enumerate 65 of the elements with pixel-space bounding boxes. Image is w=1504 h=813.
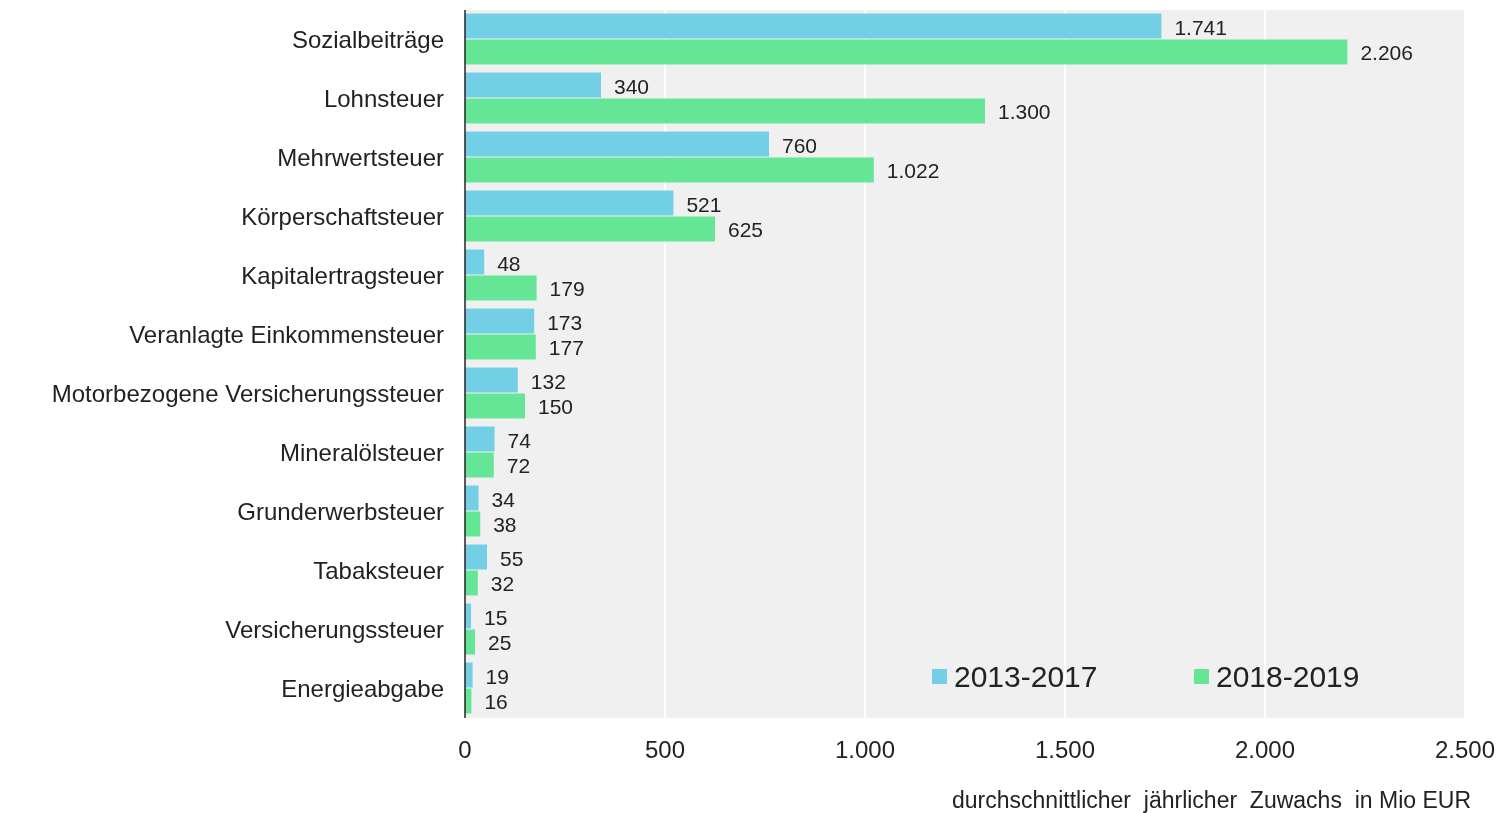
data-label: 760 [782, 133, 818, 157]
y-tick-label: Tabaksteuer [313, 556, 444, 584]
data-label: 177 [548, 336, 584, 360]
bar [465, 544, 487, 570]
data-label: 173 [547, 310, 583, 334]
data-label: 74 [507, 428, 532, 452]
bar [465, 334, 536, 360]
bar [465, 426, 495, 452]
y-tick-label: Veranlagte Einkommensteuer [129, 320, 444, 348]
y-tick-label: Energieabgabe [281, 674, 444, 702]
legend-label: 2013-2017 [954, 660, 1098, 693]
y-tick-label: Motorbezogene Versicherungssteuer [51, 379, 444, 407]
data-label: 1.022 [886, 159, 940, 183]
bar [465, 131, 769, 157]
bar [465, 485, 479, 511]
bar [465, 275, 537, 301]
data-label: 1.300 [998, 100, 1051, 124]
data-label: 340 [614, 74, 650, 98]
bar [465, 393, 525, 419]
x-tick-label: 500 [644, 736, 686, 763]
data-label: 25 [488, 631, 512, 655]
data-label: 132 [530, 369, 566, 393]
bar [465, 13, 1162, 39]
y-tick-label: Versicherungssteuer [225, 615, 444, 643]
y-tick-label: Mehrwertsteuer [277, 143, 444, 171]
data-label: 150 [538, 395, 574, 419]
y-tick-label: Körperschaftsteuer [241, 202, 444, 230]
data-label: 72 [506, 454, 531, 478]
data-label: 2.206 [1360, 41, 1413, 65]
y-tick-label: Lohnsteuer [323, 84, 445, 112]
data-label: 34 [491, 487, 516, 511]
data-label: 625 [728, 218, 764, 242]
bar [465, 308, 535, 334]
bar [465, 249, 485, 275]
data-label: 32 [490, 572, 515, 596]
data-label: 15 [484, 605, 508, 629]
y-tick-label: Mineralölsteuer [279, 438, 444, 466]
data-label: 521 [686, 192, 722, 216]
y-tick-label: Kapitalertragsteuer [241, 261, 445, 289]
bar [465, 367, 518, 393]
data-label: 19 [485, 664, 509, 688]
data-label: 1.741 [1174, 15, 1227, 39]
bar [465, 216, 715, 242]
x-tick-label: 0 [458, 736, 472, 763]
bar [465, 452, 494, 478]
data-label: 38 [493, 513, 517, 537]
data-label: 179 [549, 277, 585, 301]
legend-label: 2018-2019 [1216, 660, 1360, 693]
y-tick-label: Grunderwerbsteuer [237, 497, 445, 525]
bar [465, 39, 1348, 65]
bar [465, 662, 473, 688]
y-tick-label: Sozialbeiträge [291, 25, 444, 53]
bar [465, 157, 874, 183]
bar [465, 72, 601, 98]
bar [465, 190, 674, 216]
bar [465, 98, 985, 124]
x-tick-label: 2.500 [1434, 736, 1496, 763]
bar [465, 570, 478, 596]
data-label: 55 [500, 546, 524, 570]
x-axis-title: durchschnittlicher jährlicher Zuwachs in Mio EUR [952, 787, 1471, 813]
x-tick-label: 2.000 [1234, 736, 1296, 763]
data-label: 48 [497, 251, 521, 275]
data-label: 16 [484, 690, 508, 714]
x-tick-label: 1.500 [1034, 736, 1096, 763]
x-tick-label: 1.000 [834, 736, 896, 763]
